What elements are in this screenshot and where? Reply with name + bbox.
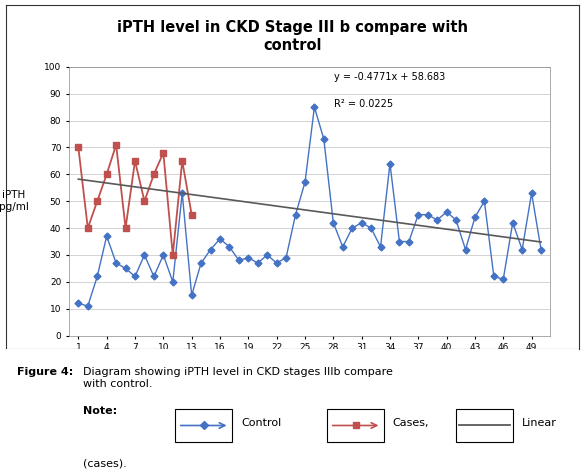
Text: Diagram showing iPTH level in CKD stages IIIb compare
with control.: Diagram showing iPTH level in CKD stages… [83, 367, 393, 389]
Text: Control: Control [241, 418, 281, 428]
FancyBboxPatch shape [175, 409, 232, 442]
Text: (cases).: (cases). [83, 459, 127, 469]
FancyBboxPatch shape [327, 409, 384, 442]
Text: Note:: Note: [83, 406, 118, 416]
Text: Cases,: Cases, [393, 418, 429, 428]
FancyBboxPatch shape [456, 409, 513, 442]
Text: iPTH level in CKD Stage III b compare with
control: iPTH level in CKD Stage III b compare wi… [117, 20, 468, 53]
Text: Figure 4:: Figure 4: [18, 367, 74, 377]
Text: Linear: Linear [522, 418, 557, 428]
